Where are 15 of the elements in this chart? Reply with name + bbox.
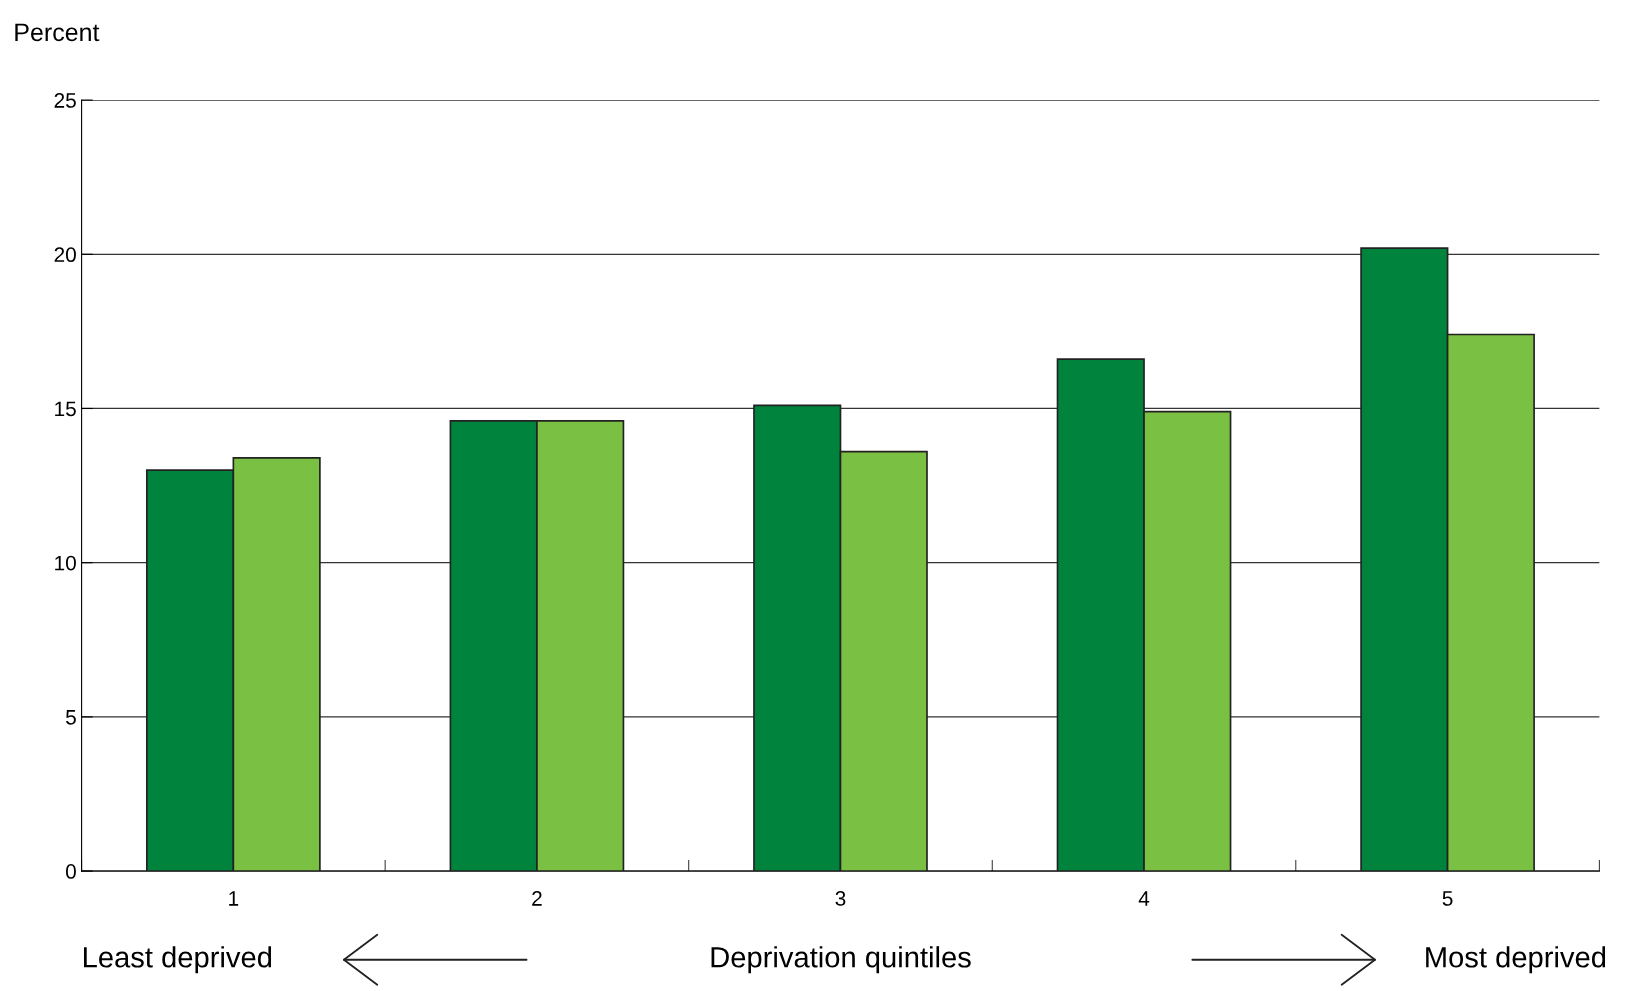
x-tick-label: 2 bbox=[532, 891, 542, 906]
text: Most deprived bbox=[1426, 946, 1606, 974]
y-tick-label: 10 bbox=[55, 555, 76, 571]
y-axis-title: Percent bbox=[15, 23, 100, 42]
y-tick-label: 25 bbox=[54, 93, 76, 108]
y-tick-label: 20 bbox=[54, 247, 76, 263]
x-axis-title: Deprivation quintiles bbox=[711, 946, 971, 974]
x-tick-label: 1 bbox=[229, 891, 239, 906]
x-tick-label: 4 bbox=[1138, 891, 1150, 906]
text: Least deprived bbox=[83, 946, 272, 974]
x-tick-label: 3 bbox=[835, 891, 846, 906]
y-tick-label: 0 bbox=[65, 864, 76, 879]
y-tick-label: 5 bbox=[65, 710, 76, 725]
y-tick-label: 15 bbox=[55, 401, 76, 417]
x-tick-label: 5 bbox=[1442, 891, 1453, 906]
